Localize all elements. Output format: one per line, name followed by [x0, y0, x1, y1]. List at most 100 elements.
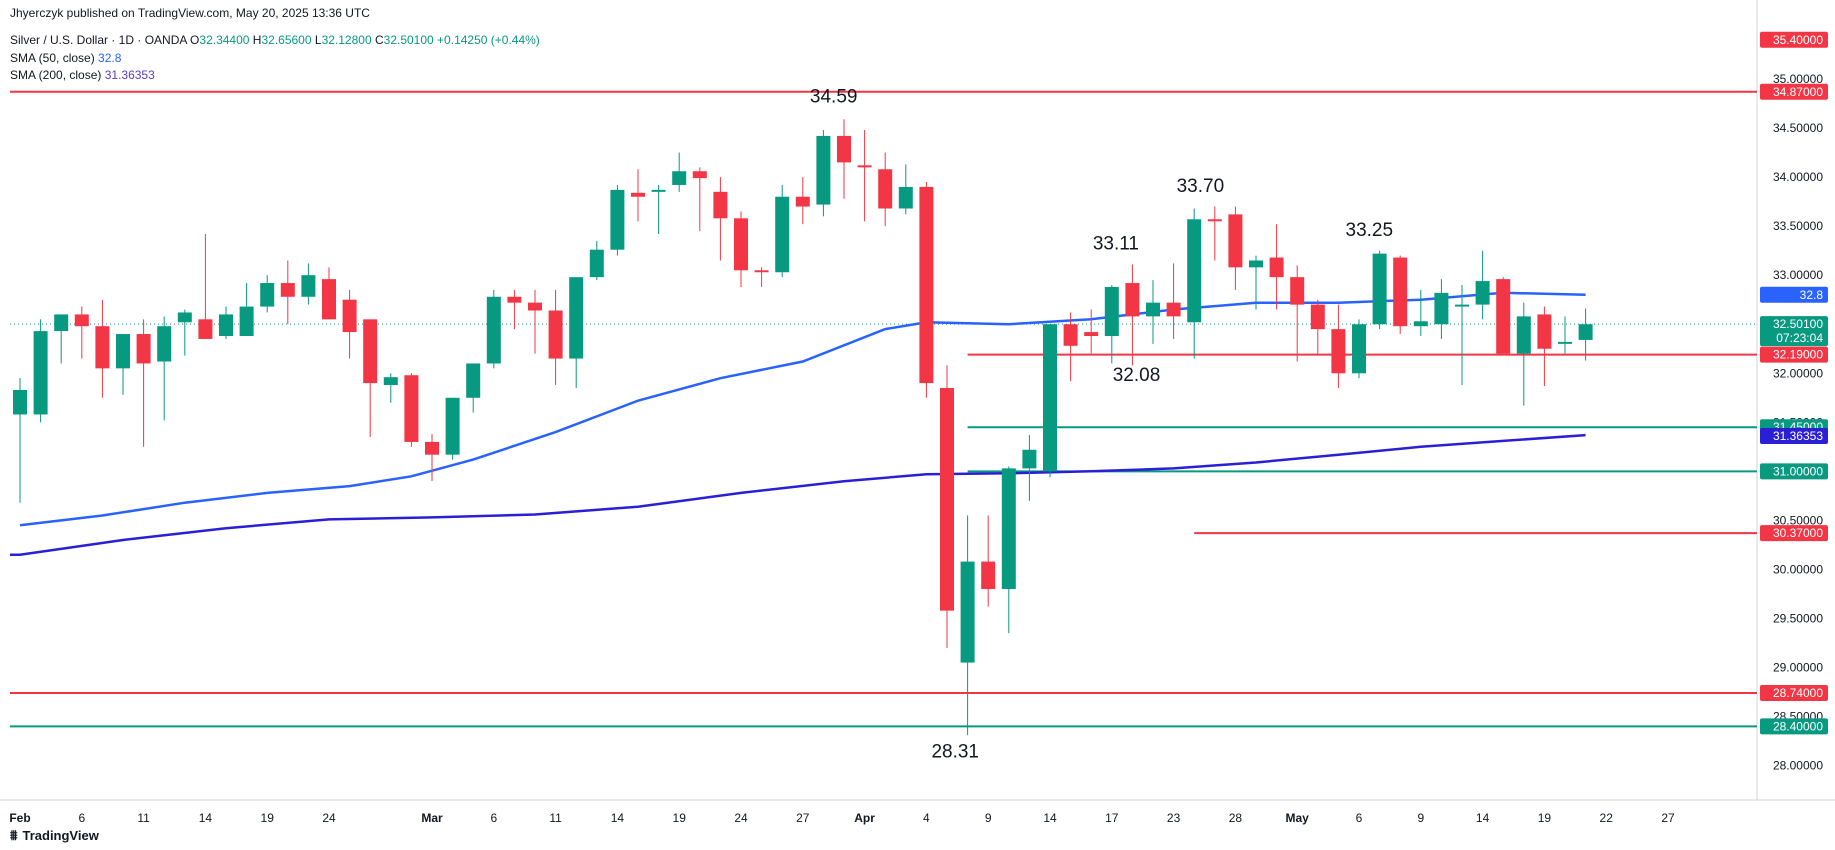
brand-name: TradingView — [22, 828, 99, 843]
candle-body — [1393, 257, 1408, 327]
time-tick-label: 6 — [490, 811, 497, 825]
candle-body — [1496, 279, 1511, 354]
open-value: 32.34400 — [199, 33, 250, 47]
sma50-label: SMA (50, close) — [10, 51, 95, 65]
price-annotation: 33.70 — [1177, 176, 1225, 197]
candle-body — [136, 334, 151, 364]
candle-body — [1125, 283, 1140, 317]
time-tick-label: 14 — [1476, 811, 1490, 825]
candle — [1228, 206, 1243, 290]
level-badge-text: 28.74000 — [1773, 686, 1823, 700]
candle-body — [301, 275, 316, 297]
candle — [1187, 208, 1202, 359]
candle-body — [1475, 281, 1490, 305]
price-annotation: 28.31 — [931, 742, 979, 763]
candle-body — [548, 310, 563, 359]
candle — [404, 373, 419, 447]
time-tick-label: May — [1286, 811, 1310, 825]
symbol-legend[interactable]: Silver / U.S. Dollar · 1D · OANDA O32.34… — [10, 33, 540, 47]
price-annotation: 33.25 — [1346, 220, 1394, 241]
candle — [878, 152, 893, 227]
candle — [1475, 250, 1490, 320]
level-badge-text: 31.00000 — [1773, 464, 1823, 478]
level-badge-bg — [1760, 346, 1828, 363]
candle-body — [569, 277, 584, 359]
candle — [548, 289, 563, 386]
candle — [383, 373, 398, 403]
candle-body — [960, 561, 975, 663]
candle — [1516, 302, 1531, 406]
candle-body — [280, 283, 295, 297]
candle-body — [260, 283, 275, 307]
candle-body — [383, 377, 398, 386]
candle — [280, 260, 295, 325]
candle — [13, 378, 27, 503]
symbol-title: Silver / U.S. Dollar · 1D · OANDA — [10, 33, 187, 47]
candle — [1146, 280, 1160, 344]
close-value: 32.50100 — [383, 33, 434, 47]
sma50-line — [19, 291, 1586, 527]
sma50-legend[interactable]: SMA (50, close) 32.8 — [10, 51, 121, 65]
candle — [1310, 299, 1325, 356]
level-badge-bg — [1760, 718, 1828, 735]
candle-body — [816, 135, 831, 205]
candle-body — [1290, 277, 1305, 305]
footer-brand[interactable]: ⩩ TradingView — [10, 827, 99, 844]
price-tick-label: 35.00000 — [1773, 72, 1823, 86]
candles — [13, 119, 1593, 736]
candle — [425, 434, 439, 482]
time-tick-label: Apr — [854, 811, 875, 825]
price-annotation: 34.59 — [810, 87, 858, 108]
price-axis[interactable]: 28.0000028.5000029.0000029.5000030.00000… — [1760, 31, 1828, 773]
candle — [1084, 309, 1099, 354]
candle-body — [1166, 302, 1181, 317]
price-annotation: 32.08 — [1113, 365, 1161, 386]
candle — [775, 184, 790, 278]
grid — [0, 0, 1835, 801]
sma50-value: 32.8 — [98, 51, 122, 65]
candle-body — [1455, 304, 1469, 307]
level-badge-text: 34.87000 — [1773, 85, 1823, 99]
time-tick-label: 19 — [261, 811, 275, 825]
candle-body — [775, 196, 790, 273]
price-tick-label: 33.00000 — [1773, 268, 1823, 282]
candle-body — [734, 218, 748, 271]
candle-body — [342, 299, 357, 333]
candle-body — [589, 249, 604, 278]
time-tick-label: 24 — [322, 811, 336, 825]
candle-body — [54, 314, 69, 332]
countdown-text: 07:23:04 — [1776, 331, 1823, 345]
candle — [239, 283, 254, 336]
level-badge: 34.87000 — [1760, 83, 1828, 100]
level-badge: 28.74000 — [1760, 685, 1828, 701]
candle-body — [528, 302, 542, 311]
level-badge: 31.00000 — [1760, 463, 1828, 480]
time-axis[interactable]: Feb 6 11 14 19 24 Mar 6 11 14 19 24 27 Apr 4 9 14 17 23 28 M… — [9, 811, 1675, 825]
candle-body — [445, 397, 460, 455]
level-badge-bg — [1760, 463, 1828, 480]
candle — [322, 267, 336, 320]
candle — [507, 289, 522, 330]
candle-body — [198, 319, 213, 339]
axis-badge-bg — [1760, 428, 1828, 445]
candle — [919, 182, 934, 398]
candle-body — [692, 171, 707, 179]
candle — [1290, 265, 1305, 362]
candle-body — [1269, 257, 1284, 278]
candle — [1331, 304, 1346, 388]
moving-averages — [10, 291, 1586, 556]
candle-body — [713, 191, 728, 219]
level-badge: 28.40000 — [1760, 718, 1828, 735]
level-badge-text: 32.19000 — [1773, 348, 1823, 362]
open-label: O — [190, 33, 200, 47]
candle-body — [1310, 304, 1325, 330]
candle — [74, 306, 89, 359]
sma200-legend[interactable]: SMA (200, close) 31.36353 — [10, 68, 155, 82]
candle-body — [1187, 219, 1202, 323]
candle-body — [1063, 324, 1078, 346]
candle — [116, 334, 130, 395]
candle-body — [116, 334, 130, 369]
time-tick-label: Mar — [421, 811, 443, 825]
